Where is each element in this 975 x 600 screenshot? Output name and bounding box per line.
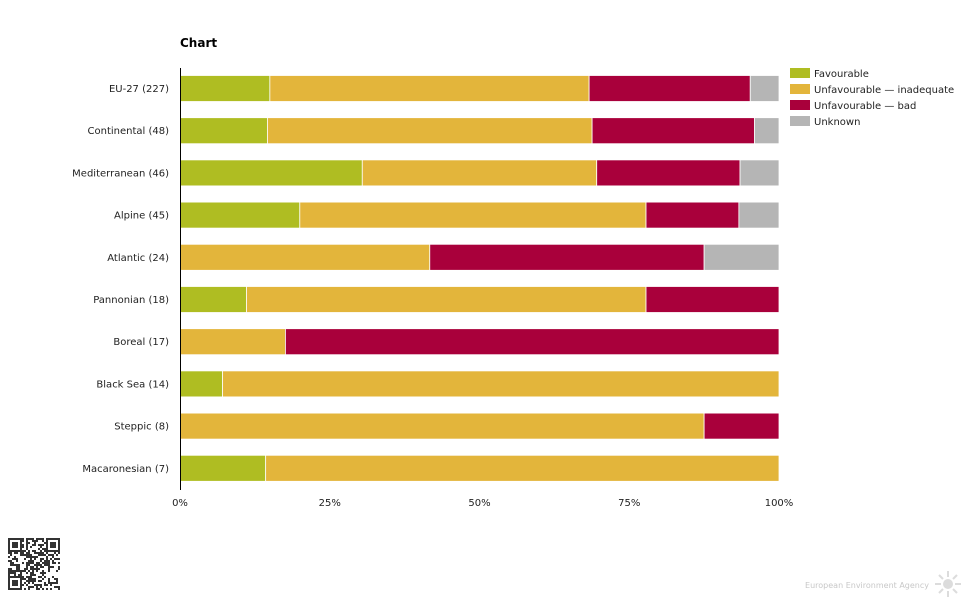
bar-segment xyxy=(179,117,268,145)
bar-segment xyxy=(645,286,780,313)
x-tick-label: 50% xyxy=(468,498,490,509)
qr-code-icon xyxy=(8,538,60,590)
bar-segment xyxy=(703,243,780,271)
bar-segment xyxy=(179,454,267,482)
legend-label: Unfavourable — inadequate xyxy=(814,85,954,96)
legend: Favourable Unfavourable — inadequate Unfav… xyxy=(790,68,954,128)
category-label: Macaronesian (7) xyxy=(82,464,169,475)
bar-segment xyxy=(596,159,741,187)
category-label: Atlantic (24) xyxy=(107,253,169,264)
category-labels: EU-27 (227) Continental (48) Mediterranean… xyxy=(72,84,169,475)
bar-segment xyxy=(429,243,705,271)
bar-segment xyxy=(361,159,598,187)
legend-label: Favourable xyxy=(814,69,869,80)
legend-swatch xyxy=(790,116,810,126)
legend-swatch xyxy=(790,100,810,110)
category-label: Black Sea (14) xyxy=(96,379,169,390)
bar-segment xyxy=(285,328,780,356)
legend-swatch xyxy=(790,68,810,78)
bar-segment xyxy=(591,117,755,145)
bar-segment xyxy=(738,201,780,229)
category-label: Alpine (45) xyxy=(114,211,169,222)
chart-title: Chart xyxy=(180,36,217,50)
category-label: Mediterranean (46) xyxy=(72,168,169,179)
bar-segment xyxy=(246,286,647,313)
bar-segment xyxy=(222,370,780,398)
bar-segment xyxy=(645,201,740,229)
bar-segment xyxy=(179,201,301,229)
category-label: Continental (48) xyxy=(88,126,170,137)
bar-segment xyxy=(749,75,780,102)
bar-segment xyxy=(703,412,780,440)
agency-logo-icon xyxy=(935,571,961,597)
category-label: Pannonian (18) xyxy=(93,295,169,306)
bar-segment xyxy=(299,201,647,229)
x-tick-label: 0% xyxy=(172,498,188,509)
bar-segment xyxy=(267,117,593,145)
bars-group xyxy=(179,75,780,482)
bar-segment xyxy=(269,75,590,102)
bar-segment xyxy=(179,412,705,440)
bar-segment xyxy=(265,454,780,482)
bar-segment xyxy=(179,75,271,102)
x-axis-ticks: 0% 25% 50% 75% 100% xyxy=(172,498,793,509)
legend-label: Unknown xyxy=(814,117,860,128)
x-tick-label: 75% xyxy=(618,498,640,509)
category-label: EU-27 (227) xyxy=(109,84,169,95)
x-tick-label: 100% xyxy=(765,498,794,509)
bar-segment xyxy=(588,75,751,102)
category-label: Steppic (8) xyxy=(114,422,169,433)
category-label: Boreal (17) xyxy=(113,337,169,348)
legend-swatch xyxy=(790,84,810,94)
bar-segment xyxy=(179,370,223,398)
bar-segment xyxy=(179,243,431,271)
agency-name: European Environment Agency xyxy=(805,581,929,590)
bar-segment xyxy=(739,159,780,187)
bar-segment xyxy=(179,328,286,356)
bar-segment xyxy=(179,159,363,187)
legend-label: Unfavourable — bad xyxy=(814,101,916,112)
x-tick-label: 25% xyxy=(319,498,341,509)
bar-segment xyxy=(754,117,780,145)
bar-segment xyxy=(179,286,247,313)
